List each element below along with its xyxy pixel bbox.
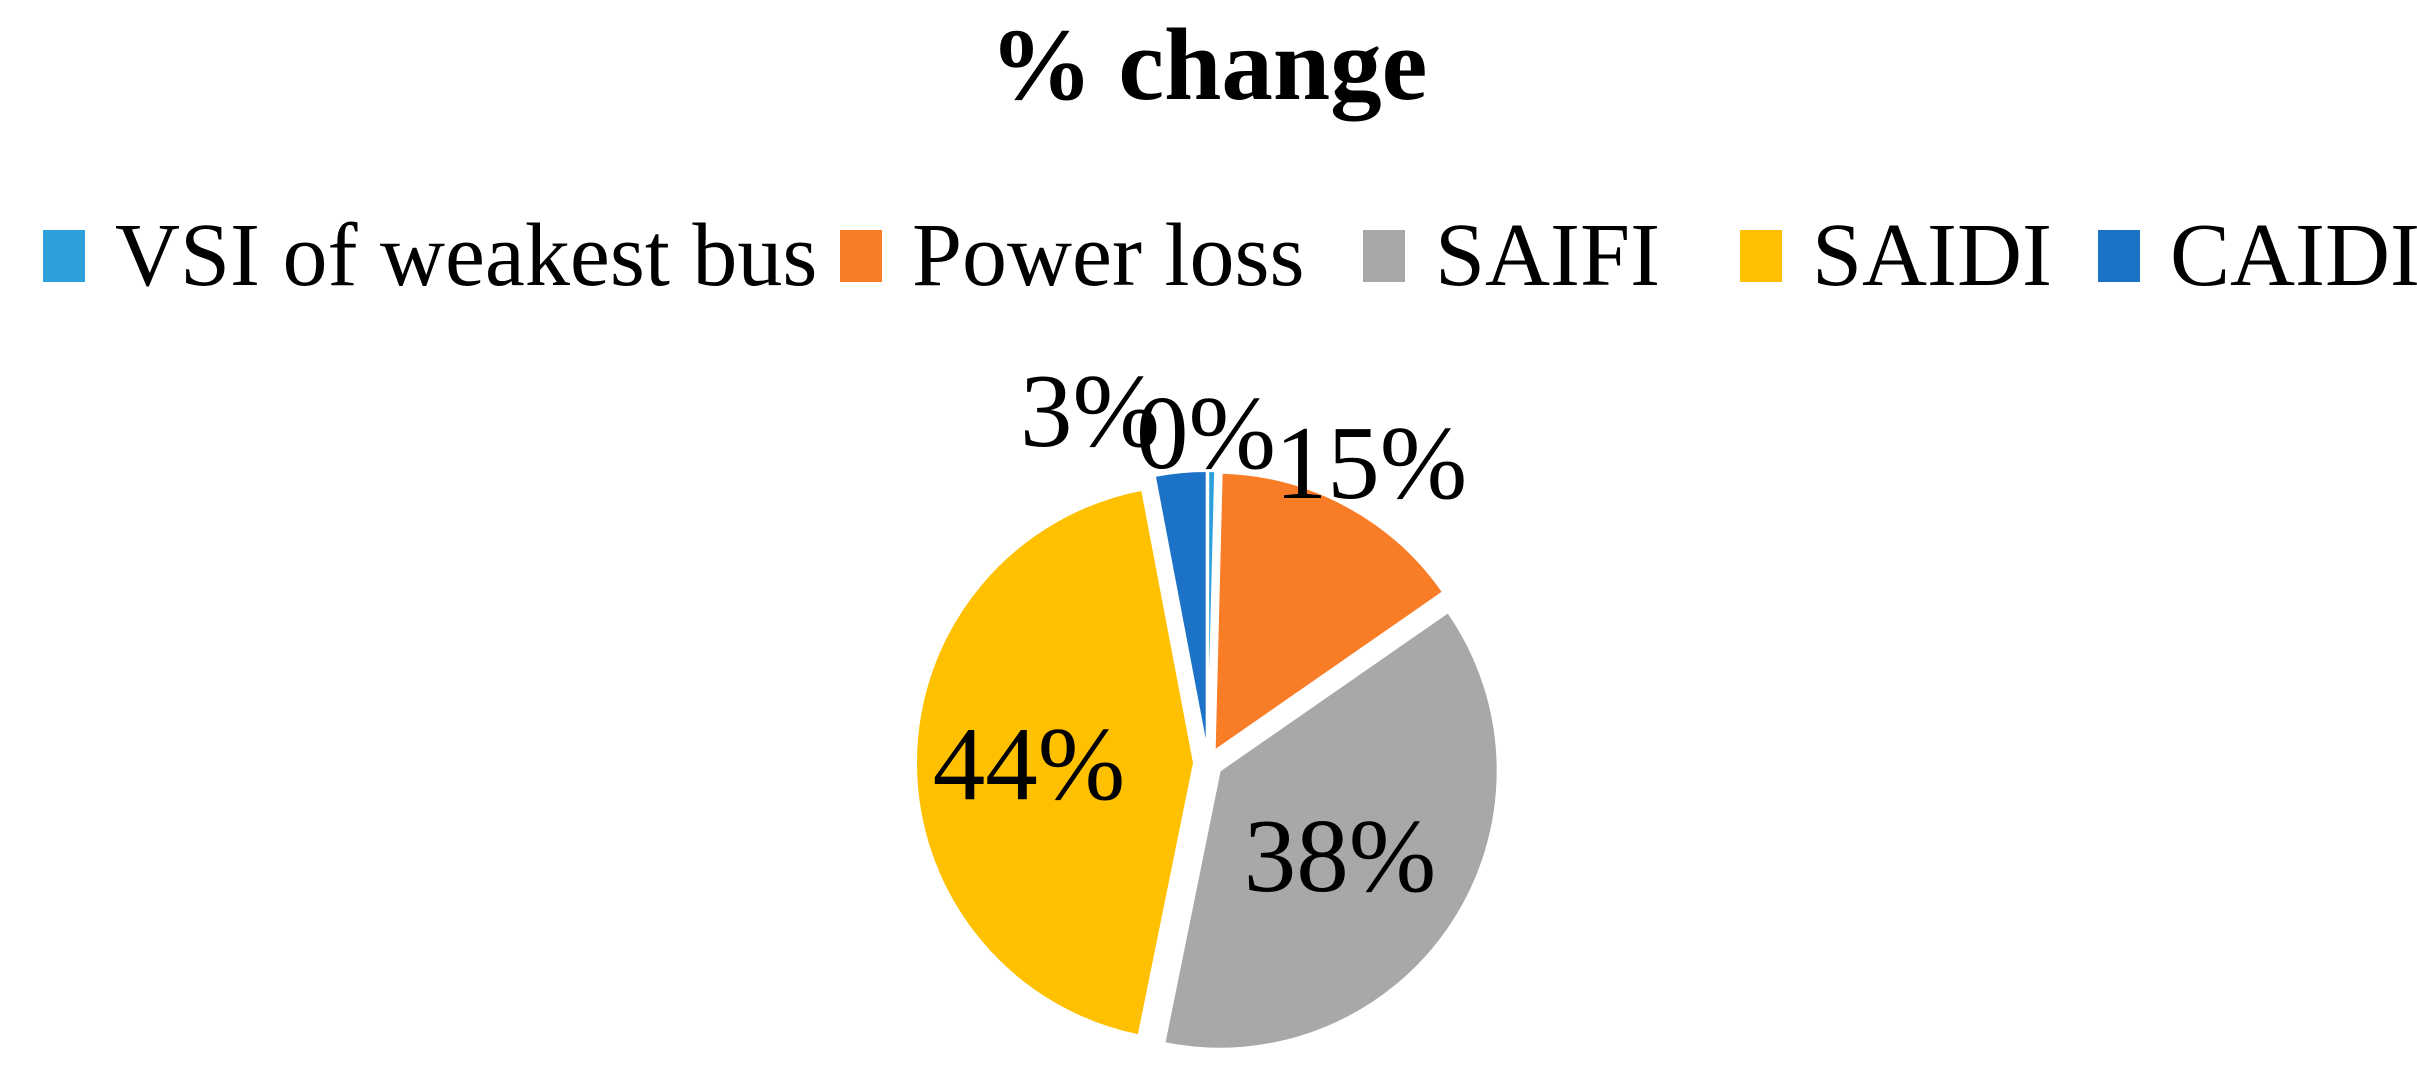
pie-slice-saifi: [1163, 610, 1499, 1050]
legend-item-power-loss: Power loss: [840, 196, 1305, 316]
legend-swatch-icon: [1740, 230, 1782, 282]
slice-value-label-vsi-of-weakest-bus: 0%: [1136, 374, 1276, 491]
legend-swatch-icon: [1363, 230, 1405, 282]
legend-item-label: Power loss: [912, 206, 1305, 305]
chart-title: % change: [989, 8, 1428, 122]
legend-item-label: VSI of weakest bus: [115, 206, 818, 305]
legend-item-label: SAIDI: [1812, 206, 2052, 305]
pie-slice-caidi: [1153, 470, 1208, 750]
legend-swatch-icon: [2098, 230, 2140, 282]
legend-item-saifi: SAIFI: [1363, 196, 1660, 316]
legend-swatch-icon: [43, 230, 85, 282]
legend-item-label: CAIDI: [2170, 206, 2417, 305]
slice-value-label-saidi: 44%: [933, 705, 1125, 822]
legend: VSI of weakest bus Power loss SAIFI SAID…: [0, 196, 2417, 316]
pie-slice-vsi-of-weakest-bus: [1207, 470, 1217, 750]
legend-item-label: SAIFI: [1435, 206, 1661, 305]
pie-slice-saidi: [915, 488, 1196, 1037]
slice-value-label-power-loss: 15%: [1275, 404, 1467, 521]
legend-item-vsi-of-weakest-bus: VSI of weakest bus: [43, 196, 817, 316]
slice-value-label-saifi: 38%: [1244, 797, 1436, 914]
legend-item-saidi: SAIDI: [1740, 196, 2052, 316]
slice-value-label-caidi: 3%: [1020, 352, 1160, 469]
legend-swatch-icon: [840, 230, 882, 282]
legend-item-caidi: CAIDI: [2098, 196, 2417, 316]
pie-slice-power-loss: [1213, 471, 1445, 753]
